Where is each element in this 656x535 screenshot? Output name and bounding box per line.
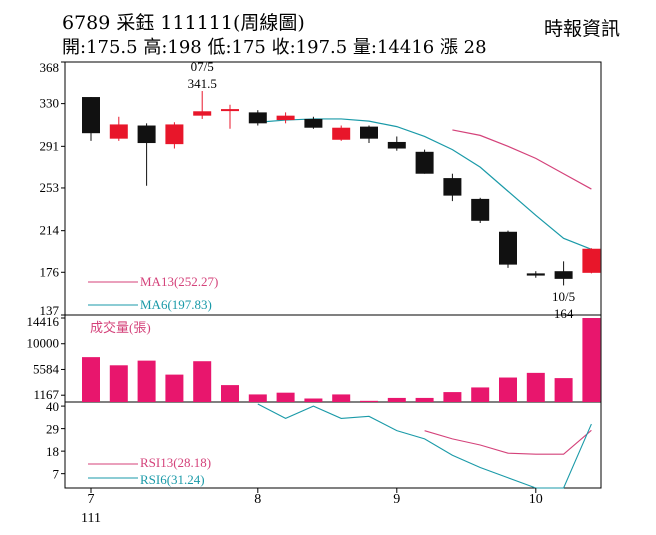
legend-rsi6: RSI6(31.24) (140, 472, 205, 487)
volume-bar (109, 365, 128, 402)
candle-body (499, 231, 517, 265)
rsi-axis-tick-label: 7 (53, 467, 60, 482)
x-axis-tick-label: 7 (88, 492, 95, 507)
candle-body (415, 151, 434, 174)
volume-bar (526, 372, 545, 402)
candle-body (387, 141, 406, 149)
plot-frame (64, 61, 602, 489)
volume-bar (193, 361, 212, 402)
rsi-axis-tick-label: 29 (46, 422, 59, 437)
volume-bar (276, 392, 295, 402)
x-axis-tick-label: 8 (254, 492, 261, 507)
candle-body (109, 124, 128, 139)
rsi13-line (424, 429, 592, 455)
price-axis-tick-label: 253 (40, 180, 60, 195)
ma6-line (257, 118, 592, 250)
volume-panel-title: 成交量(張) (90, 320, 151, 335)
rsi-axis-tick-label: 18 (46, 444, 59, 459)
volume-axis-tick-label: 14416 (27, 314, 60, 329)
volume-bar (582, 318, 601, 402)
volume-bar (248, 394, 267, 402)
price-axis-tick-label: 368 (40, 60, 60, 75)
volume-bar (499, 377, 517, 402)
legend-ma6: MA6(197.83) (140, 297, 212, 312)
volume-bar (221, 385, 239, 402)
candle-body (360, 126, 378, 139)
volume-bar (304, 398, 323, 402)
volume-bar (443, 392, 462, 402)
price-axis-tick-label: 291 (40, 138, 60, 153)
price-axis-tick-label: 176 (40, 264, 60, 279)
legend-rsi13: RSI13(28.18) (140, 455, 211, 470)
volume-axis-tick-label: 10000 (27, 336, 60, 351)
chart-title: 6789 采鈺 111111(周線圖) (62, 12, 305, 34)
volume-bar (554, 378, 573, 402)
volume-bar (387, 397, 406, 402)
x-axis-year-label: 111 (81, 511, 101, 526)
ma13-line (452, 129, 592, 190)
volume-bar (332, 394, 351, 402)
candle-body (554, 271, 573, 279)
price-axis-tick-label: 137 (40, 303, 60, 318)
candle-body (471, 198, 490, 221)
candle-body (304, 118, 323, 128)
candle-body (82, 97, 100, 134)
x-axis-tick-label: 10 (529, 492, 543, 507)
candle-body (165, 124, 184, 145)
candle-body (526, 273, 545, 276)
price-axis-tick-label: 214 (40, 223, 60, 238)
candle-body (248, 112, 267, 124)
low-value-annotation: 164 (554, 306, 574, 321)
volume-bar (415, 397, 434, 402)
legend-ma13: MA13(252.27) (140, 274, 218, 289)
data-source: 時報資訊 (543, 18, 620, 40)
price-axis-tick-label: 330 (40, 96, 60, 111)
quote-summary: 開:175.5 高:198 低:175 收:197.5 量:14416 漲 28 (62, 37, 487, 58)
volume-bar (82, 357, 100, 402)
volume-axis-tick-label: 5584 (33, 361, 60, 376)
candle-body (193, 111, 212, 116)
low-date-annotation: 10/5 (552, 289, 575, 304)
candle-body (443, 178, 462, 196)
rsi6-line (257, 403, 592, 489)
candle-body (332, 127, 351, 140)
candle-body (221, 109, 239, 112)
high-value-annotation: 341.5 (188, 76, 217, 91)
x-axis-tick-label: 9 (393, 492, 400, 507)
candle-body (137, 125, 156, 144)
volume-bar (471, 387, 490, 402)
volume-bar (360, 400, 378, 402)
rsi-axis-tick-label: 40 (46, 399, 59, 414)
volume-axis-tick-label: 1167 (33, 387, 59, 402)
high-date-annotation: 07/5 (191, 59, 214, 74)
volume-bar (165, 374, 184, 402)
candle-body (276, 115, 295, 121)
volume-bar (137, 360, 156, 402)
candle-body (582, 248, 601, 273)
